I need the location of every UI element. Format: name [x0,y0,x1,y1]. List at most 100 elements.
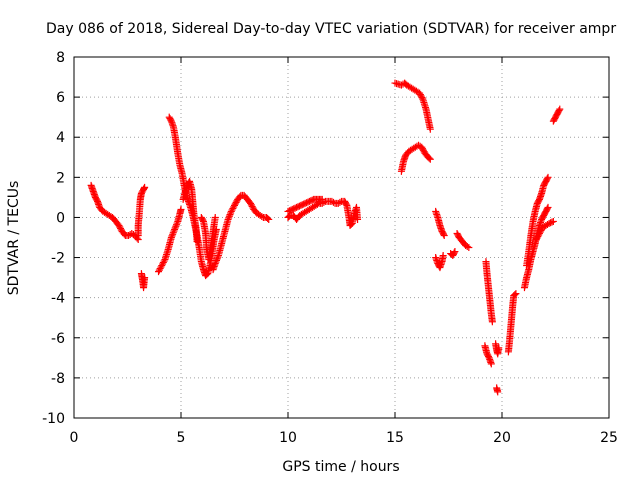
data-point [320,198,328,206]
data-point [533,234,541,242]
data-point [169,230,177,238]
data-point [226,211,234,219]
data-point [426,125,434,133]
data-point [342,200,350,208]
data-point [224,215,232,223]
data-point [450,249,458,257]
x-tick-label: 10 [279,430,297,446]
data-point [417,92,425,100]
y-tick-label: -10 [42,411,65,427]
data-point [543,205,551,213]
data-point [159,259,167,267]
data-point [168,232,176,240]
data-point [211,260,219,268]
data-point [534,232,542,240]
data-point [232,198,240,206]
data-point [488,318,496,326]
data-point [115,221,123,229]
data-point [230,203,238,211]
data-point [193,238,201,246]
y-tick-label: -2 [51,251,65,267]
data-point [555,106,563,114]
data-point [173,221,181,229]
data-point [329,198,337,206]
data-point [177,205,185,213]
data-point [440,230,448,238]
data-point [141,274,149,282]
y-tick-label: -6 [51,331,65,347]
data-point [537,226,545,234]
data-point [487,360,495,368]
data-point [172,222,180,230]
x-tick-label: 0 [70,430,79,446]
axis-ticks [73,56,610,419]
data-point [532,236,540,244]
data-point [512,290,520,298]
x-tick-label: 20 [493,430,511,446]
data-point [227,207,235,215]
data-point [229,204,237,212]
data-point [225,212,233,220]
data-point [225,214,233,222]
data-point [117,224,125,232]
data-point [318,195,326,203]
data-point [159,260,167,268]
x-tick-label: 25 [600,430,618,446]
data-point [173,219,181,227]
data-point [544,173,552,181]
data-point [419,145,427,153]
data-point [494,388,502,396]
data-point [167,234,175,241]
data-point [511,291,519,299]
data-points [87,79,564,396]
data-point [213,256,221,264]
data-point [354,215,362,223]
data-point [536,228,544,236]
data-point [418,94,426,102]
x-tick-label: 5 [177,430,186,446]
y-tick-label: 4 [56,130,65,146]
data-point [212,258,220,266]
data-point [543,175,551,183]
y-tick-label: 2 [56,170,65,186]
y-tick-label: -4 [51,291,65,307]
data-point [426,155,434,163]
data-point [231,201,238,209]
data-point [439,252,447,260]
data-point [549,217,557,225]
data-point [170,227,178,235]
data-point [463,243,471,251]
data-point [543,220,551,228]
y-tick-label: 0 [56,210,65,226]
chart-title: Day 086 of 2018, Sidereal Day-to-day VTE… [46,21,616,37]
data-point [264,214,272,222]
data-point [231,200,239,208]
grid-lines [74,57,609,418]
data-point [440,231,448,239]
data-point [465,244,473,252]
data-point [156,265,164,273]
data-point [416,91,424,99]
y-tick-label: 8 [56,50,65,66]
data-point [227,209,235,217]
data-point [169,229,177,237]
data-point [158,262,166,270]
data-point [171,225,179,233]
data-point [211,213,219,221]
data-point [451,248,459,256]
data-point [141,183,149,191]
y-tick-label: 6 [56,90,65,106]
data-point [535,231,543,239]
data-point [155,266,163,274]
data-point [157,263,165,271]
tick-labels: 0 5 10 15 20 25 -10 -8 -6 -4 -2 0 2 4 6 8 [42,50,618,446]
data-point [548,218,556,226]
data-point [416,89,424,97]
data-point [199,216,207,224]
data-point [171,224,179,232]
data-point [258,212,266,220]
data-point [544,203,552,211]
data-point [248,202,256,210]
data-point [214,253,222,261]
x-tick-label: 15 [386,430,404,446]
